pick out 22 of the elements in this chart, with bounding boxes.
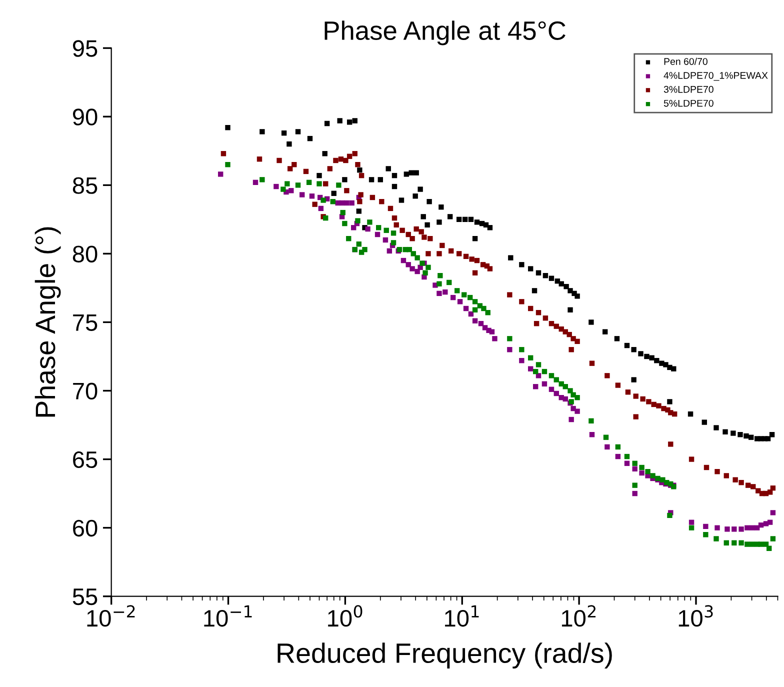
y-tick-label: 90 — [72, 108, 98, 126]
legend-label: 5%LDPE70 — [664, 100, 714, 107]
y-tick-label: 85 — [72, 177, 98, 194]
x-tick-label: 10$^{2}$ — [562, 605, 596, 627]
x-axis-title: Reduced Frequency (rad/s) — [278, 642, 612, 669]
y-tick-label: 80 — [72, 246, 98, 262]
y-axis-title: Phase Angle (°) — [34, 227, 61, 417]
y-tick-label: 55 — [72, 588, 98, 606]
chart-title: Phase Angle at 45°C — [324, 20, 566, 46]
y-tick-label: 75 — [73, 314, 98, 331]
x-tick-label: 10$^{−2}$ — [87, 605, 135, 627]
legend-label: 4%LDPE70_1%PEWAX — [664, 72, 768, 81]
x-tick-label: 10$^{−1}$ — [204, 605, 252, 627]
y-tick-label: 65 — [73, 451, 98, 468]
legend-label: 3%LDPE70 — [664, 86, 714, 93]
x-tick-label: 10$^{3}$ — [678, 605, 713, 627]
y-tick-label: 95 — [72, 40, 98, 57]
legend-label: Pen 60/70 — [664, 58, 708, 65]
x-tick-label: 10$^{1}$ — [445, 605, 479, 627]
x-tick-label: 10$^{0}$ — [328, 605, 362, 627]
y-tick-label: 60 — [73, 520, 98, 537]
y-tick-label: 70 — [73, 382, 98, 400]
